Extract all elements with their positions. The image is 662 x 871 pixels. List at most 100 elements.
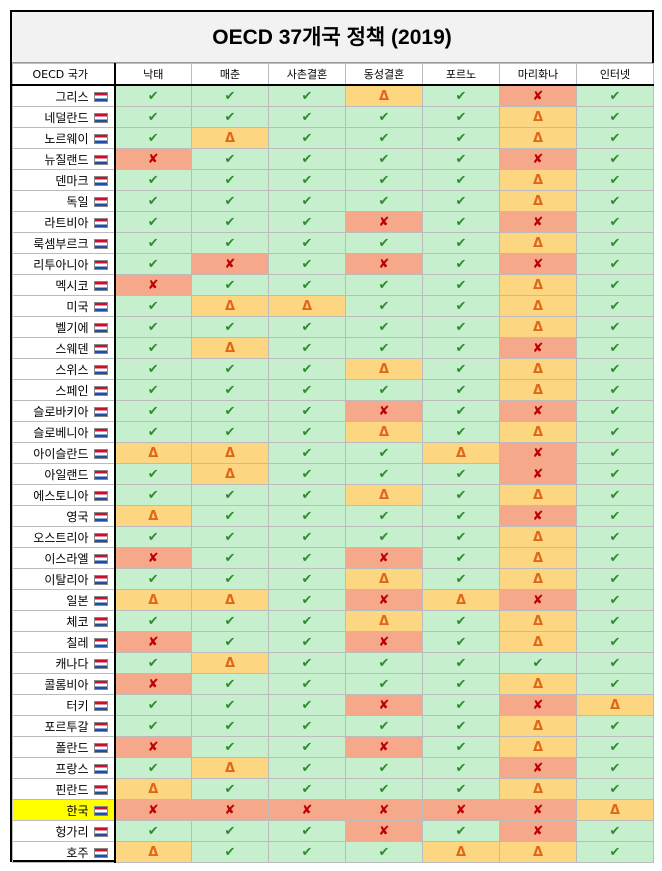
status-symbol: Δ bbox=[532, 109, 544, 125]
country-name: 폴란드 bbox=[55, 740, 89, 755]
status-symbol: ✘ bbox=[147, 151, 159, 167]
status-symbol: Δ bbox=[455, 592, 467, 608]
status-symbol: ✔ bbox=[609, 235, 621, 251]
status-symbol: ✔ bbox=[301, 739, 313, 755]
status-symbol: ✔ bbox=[455, 403, 467, 419]
status-symbol: ✘ bbox=[532, 466, 544, 482]
status-symbol: ✔ bbox=[301, 424, 313, 440]
status-cell: ✔ bbox=[191, 211, 269, 233]
status-symbol: ✔ bbox=[378, 655, 390, 671]
country-cell: 멕시코 bbox=[12, 274, 116, 296]
status-cell: ✔ bbox=[191, 715, 269, 737]
status-cell: ✘ bbox=[191, 253, 269, 275]
status-symbol: ✔ bbox=[378, 445, 390, 461]
status-symbol: ✔ bbox=[609, 214, 621, 230]
country-name: 라트비아 bbox=[44, 215, 89, 230]
status-symbol: Δ bbox=[148, 592, 159, 608]
status-cell: ✔ bbox=[191, 694, 269, 716]
status-cell: Δ bbox=[191, 442, 269, 464]
status-symbol: ✔ bbox=[609, 151, 621, 167]
status-cell: ✔ bbox=[422, 463, 500, 485]
country-row: 포르투갈 ✔ ✔ ✔ ✔ ✔ Δ ✔ bbox=[12, 715, 654, 737]
status-cell: ✔ bbox=[191, 505, 269, 527]
status-symbol: Δ bbox=[224, 130, 236, 146]
status-cell: ✔ bbox=[191, 820, 269, 842]
status-cell: Δ bbox=[499, 421, 577, 443]
status-cell: Δ bbox=[191, 337, 269, 359]
status-cell: ✔ bbox=[268, 547, 346, 569]
country-name: 아일랜드 bbox=[44, 467, 89, 482]
status-cell: Δ bbox=[499, 736, 577, 758]
status-cell: ✔ bbox=[345, 274, 423, 296]
column-header: 낙태 bbox=[114, 63, 192, 86]
status-cell: ✘ bbox=[345, 736, 423, 758]
status-cell: ✔ bbox=[499, 652, 577, 674]
status-cell: ✔ bbox=[268, 673, 346, 695]
status-cell: ✘ bbox=[499, 505, 577, 527]
status-cell: ✘ bbox=[114, 631, 192, 653]
status-symbol: ✔ bbox=[378, 193, 390, 209]
status-cell: ✔ bbox=[268, 757, 346, 779]
status-symbol: ✔ bbox=[455, 508, 467, 524]
status-cell: ✔ bbox=[191, 379, 269, 401]
status-symbol: ✔ bbox=[378, 319, 390, 335]
status-cell: ✘ bbox=[345, 820, 423, 842]
status-symbol: Δ bbox=[532, 739, 544, 755]
status-symbol: ✘ bbox=[301, 802, 313, 818]
status-symbol: ✔ bbox=[455, 193, 467, 209]
status-cell: ✔ bbox=[345, 505, 423, 527]
status-symbol: ✔ bbox=[455, 718, 467, 734]
status-symbol: ✔ bbox=[301, 697, 313, 713]
status-cell: ✔ bbox=[114, 484, 192, 506]
flag-icon bbox=[93, 595, 108, 606]
country-row: 헝가리 ✔ ✔ ✔ ✘ ✔ ✘ ✔ bbox=[12, 820, 654, 842]
status-symbol: ✔ bbox=[301, 151, 313, 167]
status-symbol: ✔ bbox=[301, 781, 313, 797]
status-cell: Δ bbox=[345, 84, 423, 107]
status-cell: ✘ bbox=[499, 820, 577, 842]
status-cell: ✔ bbox=[576, 337, 654, 359]
flag-icon bbox=[93, 553, 108, 564]
status-symbol: Δ bbox=[378, 88, 390, 104]
status-symbol: ✘ bbox=[532, 403, 544, 419]
status-symbol: ✘ bbox=[532, 802, 544, 818]
status-symbol: ✔ bbox=[147, 571, 159, 587]
status-symbol: ✔ bbox=[609, 256, 621, 272]
status-cell: ✔ bbox=[345, 316, 423, 338]
country-cell: 스위스 bbox=[12, 358, 116, 380]
status-cell: ✔ bbox=[191, 358, 269, 380]
status-symbol: ✔ bbox=[301, 571, 313, 587]
status-symbol: ✔ bbox=[224, 844, 236, 860]
status-symbol: ✔ bbox=[609, 319, 621, 335]
country-cell: 이탈리아 bbox=[12, 568, 116, 590]
status-symbol: ✔ bbox=[147, 529, 159, 545]
status-cell: ✔ bbox=[114, 463, 192, 485]
status-symbol: ✔ bbox=[455, 571, 467, 587]
country-name: 스웨덴 bbox=[55, 341, 89, 356]
status-symbol: ✔ bbox=[147, 613, 159, 629]
status-symbol: ✔ bbox=[147, 823, 159, 839]
status-cell: ✔ bbox=[576, 274, 654, 296]
status-symbol: ✔ bbox=[147, 487, 159, 503]
flag-icon bbox=[93, 91, 108, 102]
status-symbol: ✔ bbox=[301, 550, 313, 566]
status-cell: ✔ bbox=[345, 337, 423, 359]
status-symbol: ✔ bbox=[301, 718, 313, 734]
flag-icon bbox=[93, 385, 108, 396]
country-cell: 호주 bbox=[12, 841, 116, 863]
status-cell: ✔ bbox=[345, 841, 423, 863]
flag-icon bbox=[93, 763, 108, 774]
status-cell: ✔ bbox=[576, 715, 654, 737]
status-cell: ✔ bbox=[268, 463, 346, 485]
status-symbol: Δ bbox=[301, 298, 313, 314]
status-symbol: ✔ bbox=[301, 760, 313, 776]
flag-icon bbox=[93, 511, 108, 522]
status-symbol: ✔ bbox=[609, 403, 621, 419]
status-symbol: ✘ bbox=[147, 676, 159, 692]
status-cell: ✔ bbox=[268, 106, 346, 128]
status-cell: ✘ bbox=[499, 589, 577, 611]
status-symbol: ✔ bbox=[378, 151, 390, 167]
status-symbol: ✔ bbox=[301, 445, 313, 461]
status-cell: Δ bbox=[499, 484, 577, 506]
status-symbol: ✔ bbox=[609, 508, 621, 524]
